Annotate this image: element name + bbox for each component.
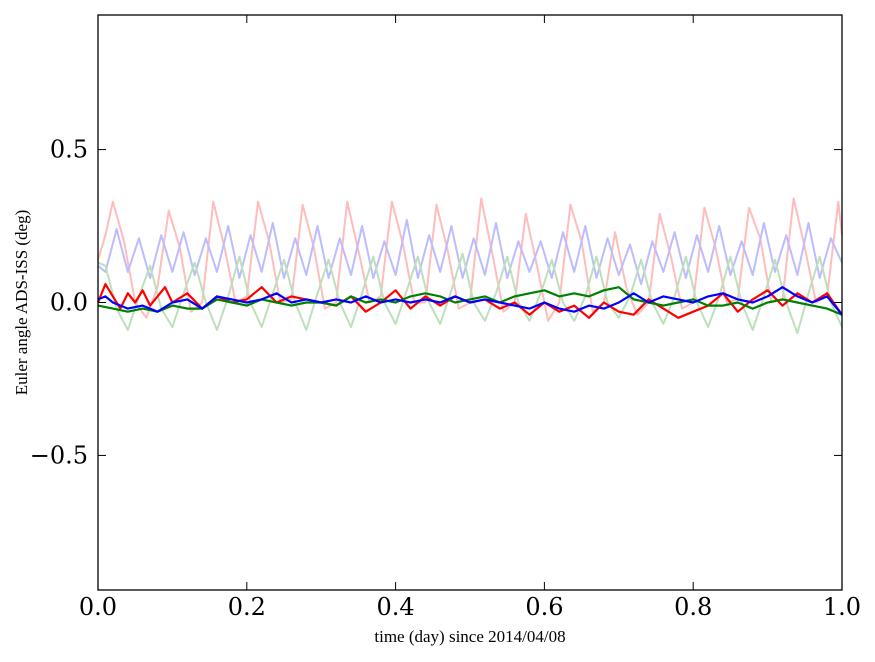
y-tick-label: −0.5 [30,441,88,469]
y-axis-label: Euler angle ADS-ISS (deg) [12,210,31,396]
y-tick-label: 0.0 [50,289,88,317]
x-tick-label: 0.4 [377,593,415,621]
x-tick-label: 1.0 [823,593,861,621]
x-tick-label: 0.6 [525,593,563,621]
x-axis-label: time (day) since 2014/04/08 [374,627,565,646]
x-tick-label: 0.2 [228,593,266,621]
series-line-5 [97,286,843,316]
series-line-3 [97,252,843,335]
x-tick-label: 0.8 [674,593,712,621]
y-tick-label: 0.5 [50,136,88,164]
series-line-6 [97,286,843,316]
series-layer [96,197,843,335]
tick-layer: 0.0 0.2 0.4 0.6 0.8 1.0 −0.5 0.0 0.5 [30,15,861,621]
x-tick-label: 0.0 [79,593,117,621]
series-line-2 [97,218,843,286]
